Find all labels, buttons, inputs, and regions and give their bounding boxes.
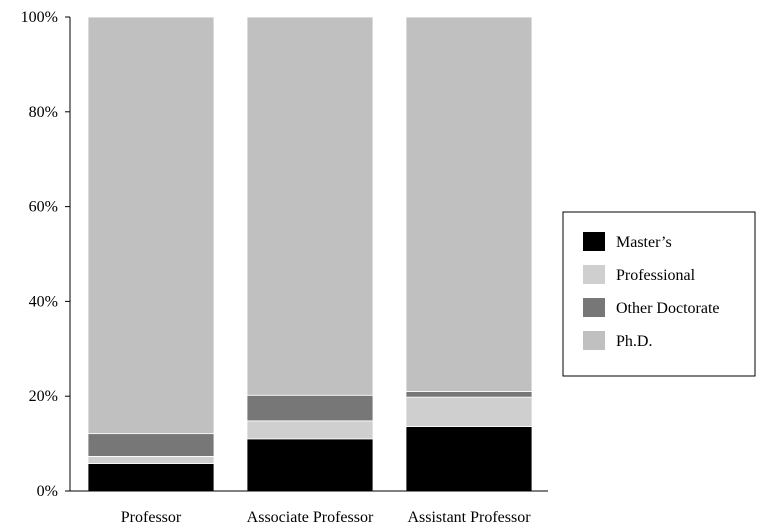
legend-swatch: [583, 331, 605, 350]
y-tick-label: 100%: [21, 9, 58, 26]
bars: [87, 16, 533, 492]
bar-stack: [246, 16, 374, 492]
bar-segment-professional: [246, 420, 374, 440]
x-category-label: Associate Professor: [247, 509, 374, 525]
bar-segment-ph-d-: [405, 16, 533, 392]
bar-segment-professional: [87, 455, 215, 464]
legend-label: Other Doctorate: [616, 300, 720, 317]
bar-segment-professional: [405, 396, 533, 427]
y-tick-label: 80%: [29, 104, 58, 121]
legend: Master’s Professional Other Doctorate Ph.D.: [562, 211, 756, 377]
legend-swatch: [583, 232, 605, 251]
x-category-label: Professor: [121, 509, 182, 525]
bar-segment-ph-d-: [87, 16, 215, 435]
legend-swatch: [583, 298, 605, 317]
bar-segment-other-doctorate: [405, 391, 533, 398]
bar-segment-ph-d-: [246, 16, 374, 396]
bar-segment-master-s: [405, 426, 533, 492]
bar-segment-master-s: [87, 463, 215, 492]
bar-segment-master-s: [246, 438, 374, 492]
y-tick-label: 20%: [29, 388, 58, 405]
y-tick-label: 40%: [29, 293, 58, 310]
y-tick-label: 60%: [29, 199, 58, 216]
bar-stack: [405, 16, 533, 492]
bar-segment-other-doctorate: [246, 394, 374, 422]
y-tick-label: 0%: [37, 483, 58, 500]
y-axis: 0% 20% 40% 60% 80% 100%: [21, 9, 71, 500]
legend-swatch: [583, 265, 605, 284]
legend-label: Professional: [616, 267, 696, 284]
bar-segment-other-doctorate: [87, 433, 215, 457]
x-axis: Professor Associate Professor Assistant Pr…: [70, 490, 548, 525]
bar-stack: [87, 16, 215, 492]
x-category-label: Assistant Professor: [407, 509, 531, 525]
legend-label: Ph.D.: [616, 333, 652, 350]
legend-label: Master’s: [616, 234, 672, 251]
